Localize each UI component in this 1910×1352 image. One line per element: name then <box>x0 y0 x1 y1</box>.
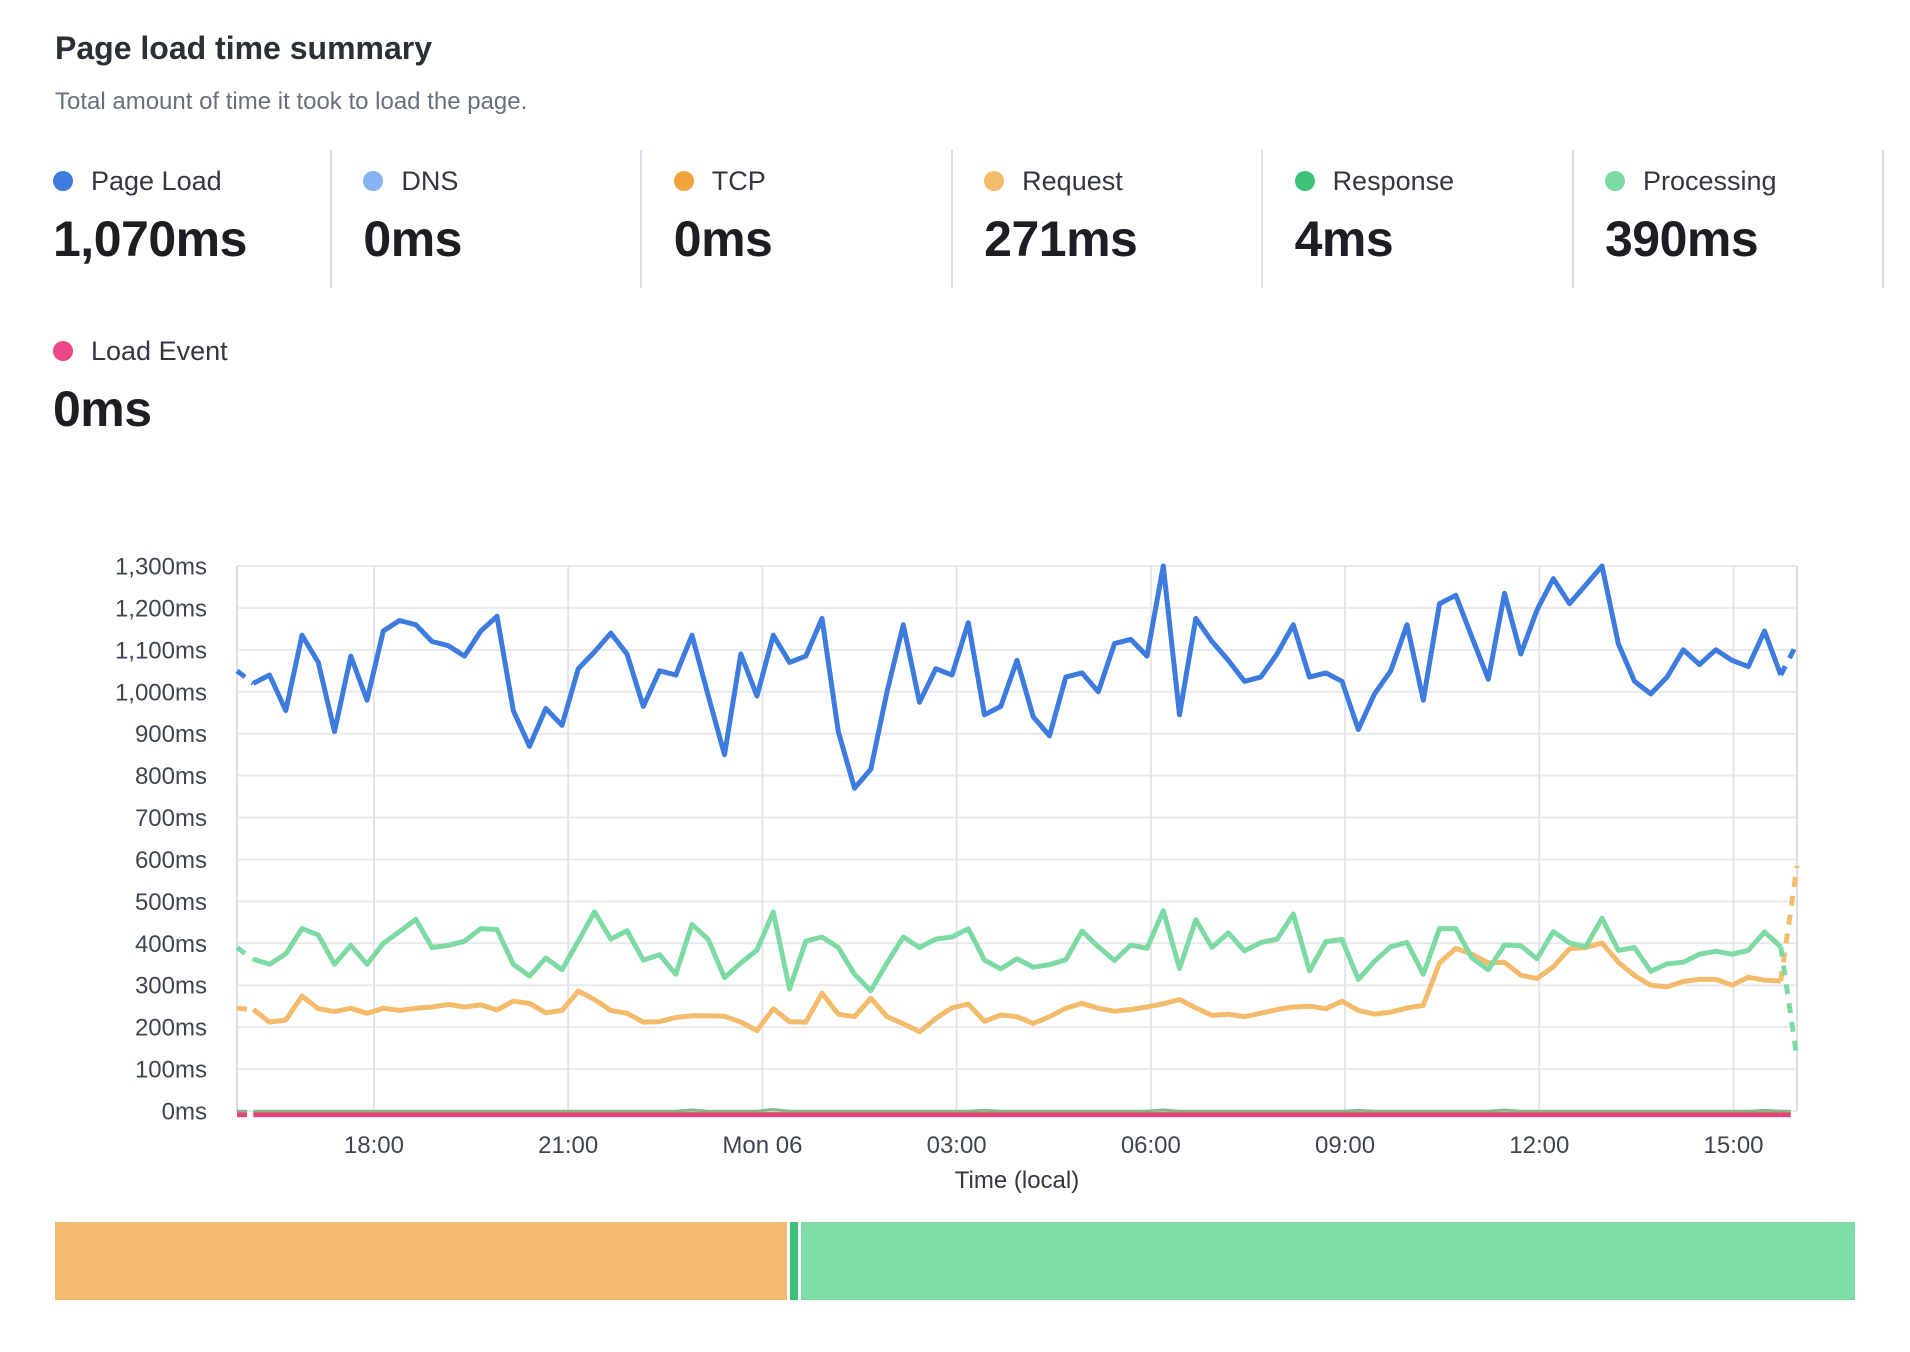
y-axis-tick-label: 700ms <box>135 805 207 832</box>
metric-value: 0ms <box>363 211 462 267</box>
y-axis-tick-label: 100ms <box>135 1057 207 1084</box>
series-line-request <box>236 865 1800 1035</box>
y-axis-tick-label: 1,300ms <box>115 554 207 581</box>
metric-value: 0ms <box>673 211 773 267</box>
x-axis-title: Time (local) <box>955 1167 1079 1194</box>
series-path-request <box>251 940 1781 1035</box>
dns-series-dot-icon <box>363 171 384 191</box>
x-axis-tick-label: 21:00 <box>538 1132 598 1159</box>
metric-value: 1,070ms <box>53 211 247 267</box>
response-series-dot-icon <box>1294 171 1315 191</box>
page-load-series-dot-icon <box>53 171 73 191</box>
y-axis-tick-label: 1,200ms <box>115 595 207 622</box>
y-axis-tick-label: 800ms <box>135 763 207 790</box>
legend-item-tcp[interactable]: TCP <box>673 165 951 196</box>
y-axis-tick-label: 400ms <box>135 931 207 958</box>
breakdown-segment-request[interactable] <box>55 1222 787 1300</box>
series-path-page-load-partial-end <box>1778 642 1800 677</box>
page-subtitle: Total amount of time it took to load the… <box>55 88 528 115</box>
x-axis-tick-label: 09:00 <box>1315 1132 1375 1159</box>
chart-gridlines <box>236 565 1798 1112</box>
series-path-page-load-partial-start <box>235 668 255 686</box>
metrics-legend-row-1: Page Load 1,070ms DNS 0ms TCP 0ms Request 271ms… <box>53 150 1910 288</box>
metric-tcp: TCP 0ms <box>673 150 953 288</box>
processing-series-dot-icon <box>1604 171 1625 191</box>
metric-value: 4ms <box>1294 211 1394 267</box>
y-axis-tick-label: 1,100ms <box>115 637 207 664</box>
page-load-time-chart[interactable]: 0ms 100ms 200ms 300ms 400ms 500ms 600ms 700ms 80… <box>0 520 1910 1220</box>
legend-item-dns[interactable]: DNS <box>363 165 640 196</box>
x-axis-tick-label: 03:00 <box>927 1132 987 1159</box>
series-path-processing <box>252 908 1783 994</box>
chart-axis-labels: 0ms 100ms 200ms 300ms 400ms 500ms 600ms 700ms 80… <box>115 554 1764 1195</box>
series-path-request-partial-start <box>236 1005 254 1013</box>
breakdown-segment-response[interactable] <box>789 1222 799 1300</box>
series-path-response <box>253 1107 1781 1113</box>
metrics-legend-row-2: Load Event 0ms <box>53 320 365 458</box>
metric-dns: DNS 0ms <box>363 150 643 288</box>
request-series-dot-icon <box>984 171 1005 191</box>
y-axis-tick-label: 1,000ms <box>115 679 207 706</box>
metric-value: 271ms <box>984 211 1138 267</box>
metric-label: Request <box>1022 165 1123 196</box>
metric-label: DNS <box>401 165 459 196</box>
legend-item-request[interactable]: Request <box>984 165 1261 196</box>
series-path-request-partial-end <box>1778 865 1800 982</box>
metric-load-event: Load Event 0ms <box>53 320 332 458</box>
metric-request: Request 271ms <box>984 150 1264 288</box>
breakdown-segment-processing[interactable] <box>801 1222 1855 1300</box>
metric-label: Page Load <box>91 165 222 196</box>
metric-label: TCP <box>711 165 766 196</box>
metric-processing: Processing 390ms <box>1604 150 1884 288</box>
metric-response: Response 4ms <box>1294 150 1574 288</box>
y-axis-tick-label: 900ms <box>135 721 207 748</box>
page-title: Page load time summary <box>55 30 433 66</box>
series-line-response <box>237 1107 1797 1113</box>
metric-label: Load Event <box>91 335 228 366</box>
y-axis-tick-label: 200ms <box>135 1015 207 1042</box>
y-axis-tick-label: 600ms <box>135 847 207 874</box>
timing-breakdown-bar <box>55 1222 1855 1300</box>
series-line-processing <box>235 908 1800 1059</box>
legend-item-page-load[interactable]: Page Load <box>53 165 330 196</box>
y-axis-tick-label: 300ms <box>135 973 207 1000</box>
load-event-series-dot-icon <box>53 341 73 361</box>
x-axis-tick-label: Mon 06 <box>722 1132 802 1159</box>
x-axis-tick-label: 12:00 <box>1509 1132 1569 1159</box>
legend-item-response[interactable]: Response <box>1294 165 1572 196</box>
series-path-page-load <box>252 563 1784 791</box>
y-axis-tick-label: 0ms <box>162 1099 207 1126</box>
series-line-page-load <box>235 563 1800 791</box>
tcp-series-dot-icon <box>673 171 694 191</box>
chart-series <box>235 563 1800 1118</box>
y-axis-tick-label: 500ms <box>135 889 207 916</box>
legend-item-processing[interactable]: Processing <box>1604 165 1882 196</box>
legend-item-load-event[interactable]: Load Event <box>53 335 332 366</box>
chart-plot-area[interactable] <box>237 566 1797 1111</box>
series-path-processing-partial-start <box>235 945 255 962</box>
metric-value: 390ms <box>1604 211 1759 267</box>
metric-label: Processing <box>1642 165 1777 196</box>
x-axis-tick-label: 15:00 <box>1703 1132 1763 1159</box>
x-axis-tick-label: 06:00 <box>1121 1132 1181 1159</box>
metric-label: Response <box>1332 165 1455 196</box>
metric-page-load: Page Load 1,070ms <box>53 150 332 288</box>
metric-value: 0ms <box>53 381 152 437</box>
x-axis-tick-label: 18:00 <box>344 1132 404 1159</box>
